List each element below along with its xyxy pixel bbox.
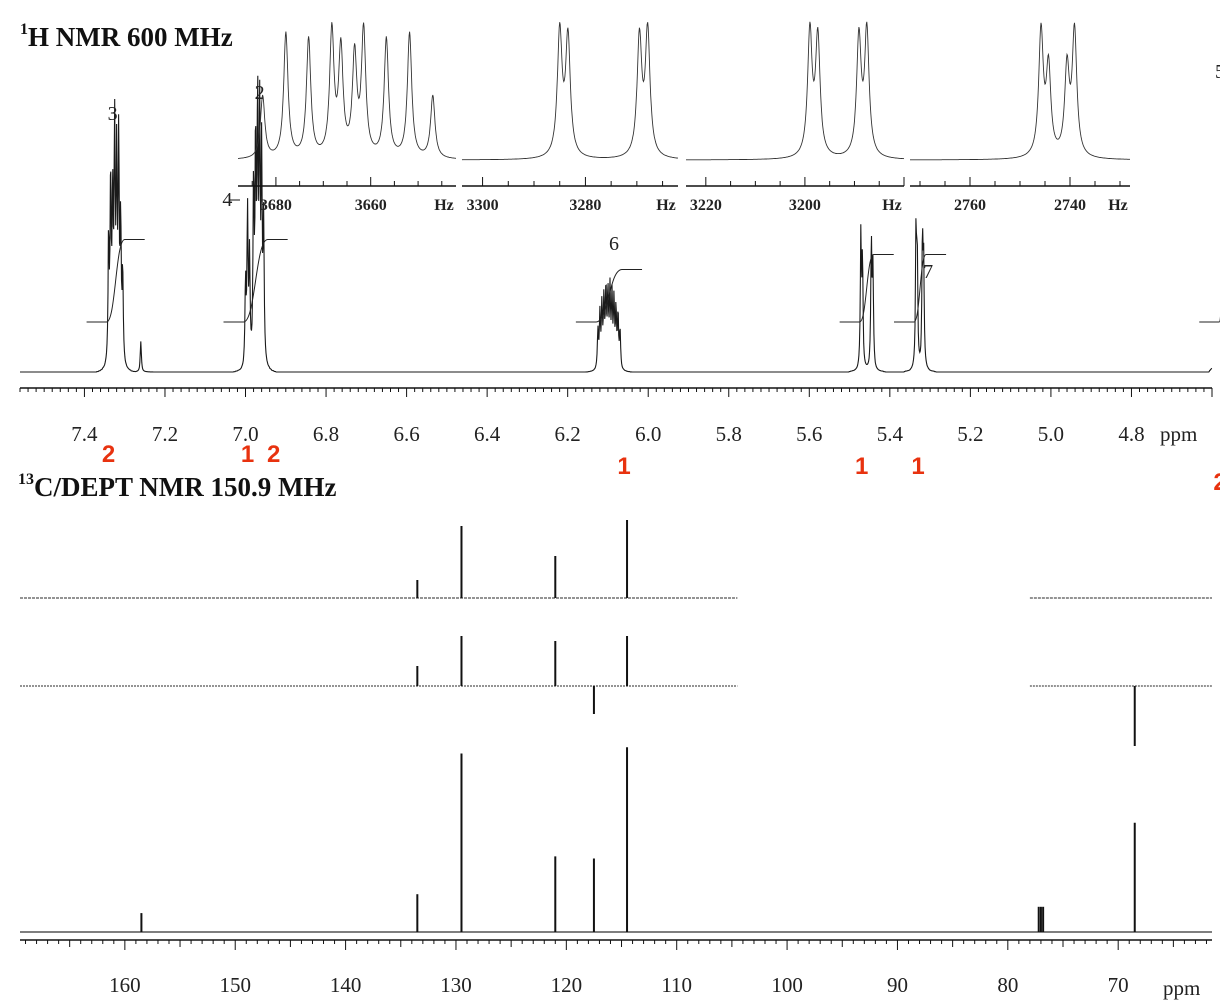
inset-tick-label: 3300 (467, 197, 499, 214)
h-nmr-spectrum (20, 75, 1220, 373)
h-peak-label: 3 (108, 103, 118, 125)
c-tick-label: 140 (330, 973, 362, 997)
c-tick-label: 100 (771, 973, 803, 997)
h-nmr-axis: 7.4 7.2 7.0 6.8 6.6 6.4 6.2 6.0 5.8 5.6 5.4 5.2 5.0 4… (19, 387, 1213, 446)
inset-trace (910, 22, 1130, 161)
inset-hz-unit: Hz (434, 197, 454, 214)
h-tick-label: 5.6 (796, 422, 822, 446)
integration-curve (86, 239, 145, 323)
integration-label: 2 (102, 441, 115, 468)
inset-trace (238, 22, 456, 159)
c-tick-label: 120 (551, 973, 583, 997)
h-tick-label: 6.6 (393, 422, 419, 446)
h-peak-label: 6 (609, 233, 619, 255)
c-ppm-unit: ppm (1163, 976, 1200, 1000)
inset-tick-label: 3280 (569, 197, 601, 214)
c-nmr-axis: 160 150 140 130 120 110 100 90 80 70 (20, 939, 1212, 997)
integration-curve (1199, 315, 1220, 323)
h-tick-label: 7.0 (232, 422, 258, 446)
h-ppm-unit: ppm (1160, 422, 1197, 446)
h-peak-label: 4 (222, 189, 232, 211)
integration-curve (575, 269, 643, 323)
inset-panel-1: 3680 3660 Hz (238, 22, 456, 214)
integration-label: 2 (267, 441, 280, 468)
h-spectrum-trace (20, 75, 1213, 373)
c-tick-label: 80 (997, 973, 1018, 997)
h-tick-label: 5.2 (957, 422, 983, 446)
inset-panels: 3680 3660 Hz 3300 3280 Hz 3220 3200 Hz 2760 2740 Hz (230, 21, 1130, 214)
h-peak-label: 7 (923, 261, 933, 283)
integration-curve (839, 254, 894, 323)
h-tick-label: 6.0 (635, 422, 661, 446)
c-tick-label: 160 (109, 973, 141, 997)
inset-tick-label: 3220 (690, 197, 722, 214)
inset-panel-4: 2760 2740 Hz (910, 22, 1130, 214)
inset-tick-label: 2740 (1054, 197, 1086, 214)
h-nmr-title-main: H NMR 600 MHz (28, 22, 233, 52)
inset-tick-label: 3680 (260, 197, 292, 214)
h-tick-label: 6.8 (313, 422, 339, 446)
inset-trace (461, 22, 678, 161)
inset-hz-unit: Hz (882, 197, 902, 214)
inset-panel-2: 3300 3280 Hz (461, 22, 678, 214)
c-tick-label: 150 (219, 973, 251, 997)
inset-hz-unit: Hz (1108, 197, 1128, 214)
c-nmr-title-sup: 13 (18, 471, 34, 488)
c-spectrum-1 (20, 520, 1212, 599)
c-tick-label: 70 (1108, 973, 1129, 997)
h-tick-label: 6.2 (555, 422, 581, 446)
inset-trace (686, 21, 905, 161)
h-peak-label: 5 (1215, 61, 1220, 83)
h-tick-label: 5.8 (716, 422, 742, 446)
h-tick-label: 4.8 (1118, 422, 1144, 446)
inset-tick-label: 2760 (954, 197, 986, 214)
h-tick-label: 7.2 (152, 422, 178, 446)
integration-curve (894, 254, 947, 323)
c-nmr-title-main: C/DEPT NMR 150.9 MHz (34, 472, 336, 502)
h-tick-label: 5.0 (1038, 422, 1064, 446)
h-tick-label: 6.4 (474, 422, 501, 446)
inset-hz-unit: Hz (656, 197, 676, 214)
h-nmr-title: 1H NMR 600 MHz (20, 21, 233, 52)
h-peak-labels: 3 4 2 6 7 5 (108, 61, 1220, 283)
integration-curve (223, 239, 288, 323)
integration-label: 1 (855, 453, 868, 480)
integration-labels: 2121112 (102, 441, 1220, 496)
c-tick-label: 90 (887, 973, 908, 997)
integration-label: 2 (1213, 469, 1220, 496)
c-spectrum-3 (20, 747, 1212, 933)
c-nmr-spectra (20, 520, 1212, 933)
integration-label: 1 (617, 453, 630, 480)
h-peak-label: 2 (255, 82, 265, 104)
h-tick-label: 5.4 (877, 422, 904, 446)
c-tick-label: 130 (440, 973, 472, 997)
inset-tick-label: 3200 (789, 197, 821, 214)
integration-label: 1 (911, 453, 924, 480)
inset-panel-3: 3220 3200 Hz (686, 21, 905, 214)
h-nmr-title-sup: 1 (20, 21, 28, 38)
inset-tick-label: 3660 (355, 197, 387, 214)
c-nmr-title: 13C/DEPT NMR 150.9 MHz (18, 471, 336, 502)
c-spectrum-2 (20, 636, 1212, 746)
h-tick-label: 7.4 (71, 422, 98, 446)
c-tick-label: 110 (661, 973, 692, 997)
integration-label: 1 (241, 441, 254, 468)
